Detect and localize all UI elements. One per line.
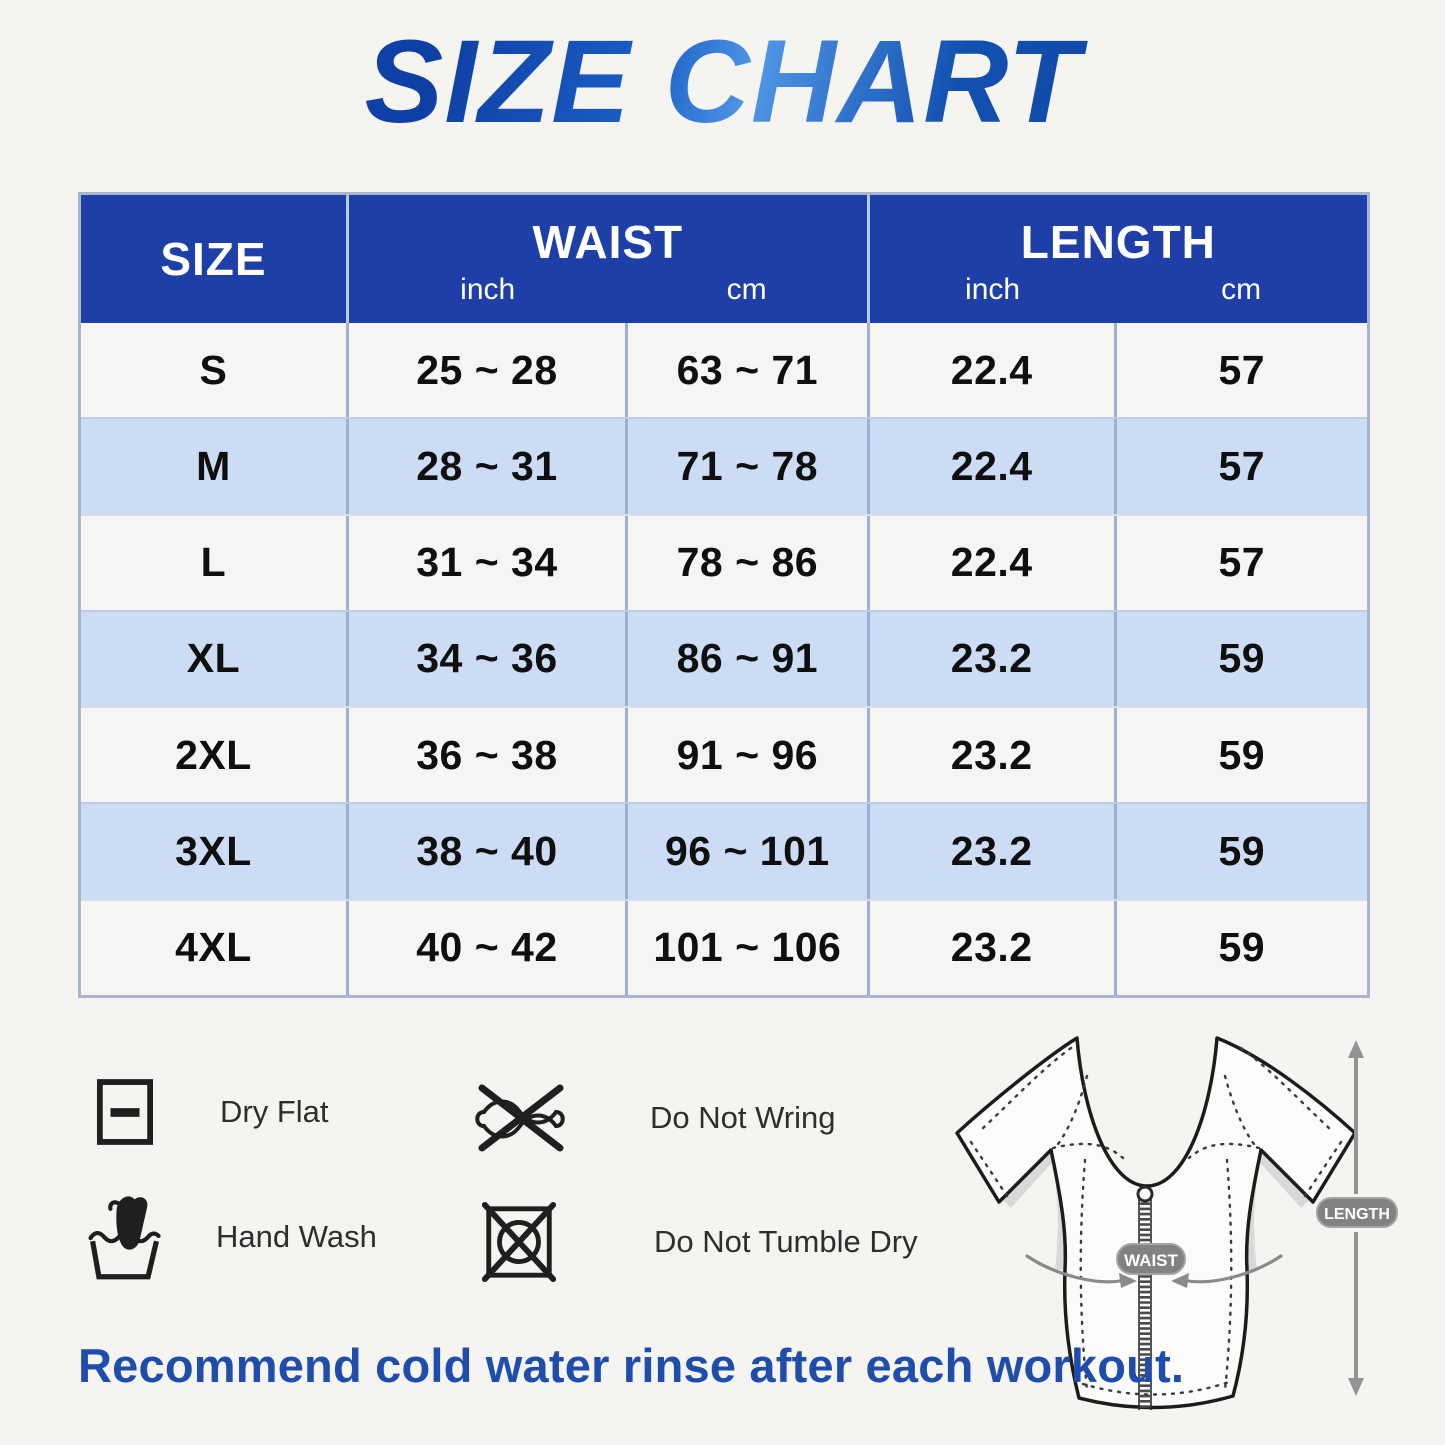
header-length: LENGTH inch cm [866, 195, 1367, 323]
cell-size: 2XL [175, 731, 252, 778]
garment-outline [955, 1036, 1357, 1410]
cell-waist-cm: 101 ~ 106 [624, 900, 867, 995]
care-label: Hand Wash [216, 1219, 377, 1254]
size-table-body: S 25 ~ 28 63 ~ 71 22.4 57 M 28 ~ 31 71 ~ 78 22.4… [81, 323, 1367, 995]
cell-waist-cm: 86 ~ 91 [624, 611, 867, 707]
header-size: SIZE [81, 195, 346, 323]
cell-size: 4XL [175, 924, 252, 971]
zipper [1136, 1185, 1154, 1410]
table-row: S 25 ~ 28 63 ~ 71 22.4 57 [81, 323, 1367, 418]
cell-length-inch: 23.2 [866, 708, 1114, 803]
waist-badge: WAIST [1116, 1243, 1186, 1275]
cell-waist-inch: 36 ~ 38 [345, 708, 625, 803]
cell-length-inch: 23.2 [866, 611, 1114, 707]
footer-note: Recommend cold water rinse after each wo… [78, 1339, 1185, 1392]
length-badge: LENGTH [1316, 1197, 1398, 1228]
header-waist-unit-inch: inch [460, 273, 516, 306]
cell-waist-cm: 91 ~ 96 [624, 708, 867, 803]
cell-size: 3XL [175, 828, 252, 875]
care-label: Dry Flat [220, 1094, 329, 1129]
header-waist-unit-cm: cm [726, 273, 767, 306]
table-row: L 31 ~ 34 78 ~ 86 22.4 57 [81, 513, 1367, 610]
cell-length-cm: 57 [1113, 515, 1367, 610]
size-table: SIZE WAIST inch cm LENGTH inch cm S 25 ~ … [78, 192, 1370, 998]
garment-diagram: WAIST LENGTH [955, 1036, 1398, 1410]
cell-waist-cm: 96 ~ 101 [624, 804, 867, 899]
length-badge-label: LENGTH [1324, 1206, 1390, 1223]
cell-waist-inch: 34 ~ 36 [345, 611, 625, 707]
cell-waist-inch: 28 ~ 31 [345, 419, 625, 514]
cell-length-inch: 22.4 [866, 419, 1114, 514]
header-size-label: SIZE [160, 233, 267, 285]
do-not-wring-icon [475, 1084, 565, 1152]
cell-waist-cm: 63 ~ 71 [624, 323, 867, 418]
header-length-label: LENGTH [1020, 216, 1216, 268]
page-title: SIZE CHART [0, 14, 1445, 150]
hand-wash-icon [88, 1196, 161, 1280]
cell-size: XL [186, 635, 241, 682]
table-row: M 28 ~ 31 71 ~ 78 22.4 57 [81, 417, 1367, 514]
table-row: XL 34 ~ 36 86 ~ 91 23.2 59 [81, 609, 1367, 707]
do-not-tumble-dry-icon [481, 1201, 557, 1283]
cell-length-inch: 23.2 [866, 900, 1114, 995]
waist-badge-label: WAIST [1124, 1251, 1178, 1270]
cell-length-cm: 57 [1113, 419, 1367, 514]
table-row: 3XL 38 ~ 40 96 ~ 101 23.2 59 [81, 802, 1367, 899]
care-item-hand-wash: Hand Wash [84, 1192, 377, 1282]
care-label: Do Not Tumble Dry [654, 1224, 918, 1259]
cell-length-cm: 59 [1113, 900, 1367, 995]
cell-waist-inch: 25 ~ 28 [345, 323, 625, 418]
cell-waist-inch: 40 ~ 42 [345, 900, 625, 995]
cell-waist-inch: 38 ~ 40 [345, 804, 625, 899]
cell-length-cm: 59 [1113, 804, 1367, 899]
cell-length-cm: 59 [1113, 708, 1367, 803]
table-row: 2XL 36 ~ 38 91 ~ 96 23.2 59 [81, 706, 1367, 803]
cell-size: L [200, 539, 227, 586]
size-table-header: SIZE WAIST inch cm LENGTH inch cm [81, 195, 1367, 323]
header-length-units: inch cm [870, 273, 1367, 307]
header-length-unit-inch: inch [965, 273, 1021, 306]
header-waist: WAIST inch cm [345, 195, 867, 323]
table-row: 4XL 40 ~ 42 101 ~ 106 23.2 59 [81, 898, 1367, 995]
header-waist-label: WAIST [532, 216, 684, 268]
cell-length-cm: 59 [1113, 611, 1367, 707]
cell-length-inch: 23.2 [866, 804, 1114, 899]
cell-size: M [196, 442, 231, 489]
cell-size: S [199, 346, 228, 393]
care-item-do-not-tumble-dry: Do Not Tumble Dry [478, 1200, 918, 1284]
dry-flat-icon [96, 1079, 154, 1145]
cell-length-inch: 22.4 [866, 323, 1114, 418]
header-waist-units: inch cm [349, 273, 867, 307]
seam-stitching [969, 1046, 1343, 1396]
care-item-dry-flat: Dry Flat [96, 1078, 329, 1146]
cell-waist-inch: 31 ~ 34 [345, 515, 625, 610]
care-label: Do Not Wring [650, 1100, 836, 1135]
header-length-unit-cm: cm [1221, 273, 1262, 306]
cell-length-inch: 22.4 [866, 515, 1114, 610]
cell-waist-cm: 71 ~ 78 [624, 419, 867, 514]
cell-length-cm: 57 [1113, 323, 1367, 418]
cell-waist-cm: 78 ~ 86 [624, 515, 867, 610]
care-item-do-not-wring: Do Not Wring [468, 1082, 836, 1154]
waist-arrows [1025, 1254, 1283, 1284]
